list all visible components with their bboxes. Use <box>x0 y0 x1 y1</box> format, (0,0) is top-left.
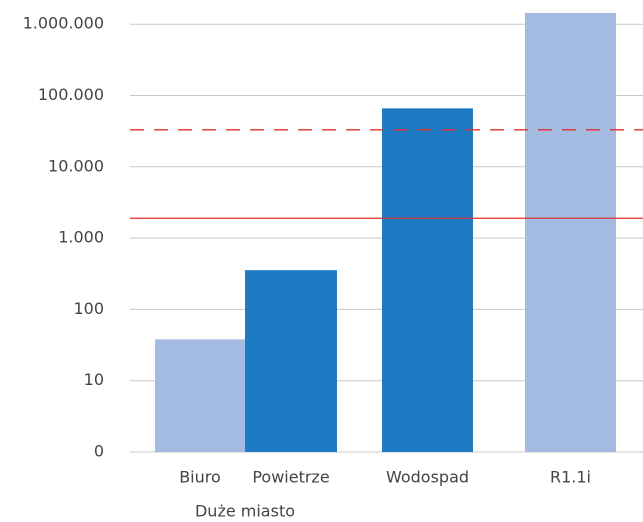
bar <box>382 108 473 452</box>
y-tick-label: 10 <box>84 370 104 389</box>
x-tick-label: Wodospad <box>386 468 469 487</box>
chart: Duże miasto 0 10 100 1.000 10.000 100.000 1.00… <box>0 0 643 522</box>
bar <box>155 339 245 452</box>
x-tick-label: Biuro <box>179 468 221 487</box>
x-tick-label: Powietrze <box>252 468 329 487</box>
y-tick-label: 0 <box>94 442 104 461</box>
bar <box>525 13 616 452</box>
y-tick-label: 100.000 <box>38 85 104 104</box>
group-label: Duże miasto <box>195 502 295 521</box>
y-tick-label: 10.000 <box>48 156 104 175</box>
y-tick-label: 100 <box>73 299 104 318</box>
y-tick-label: 1.000 <box>58 228 104 247</box>
bar <box>245 270 337 452</box>
x-tick-label: R1.1i <box>550 468 591 487</box>
y-tick-label: 1.000.000 <box>23 14 104 33</box>
